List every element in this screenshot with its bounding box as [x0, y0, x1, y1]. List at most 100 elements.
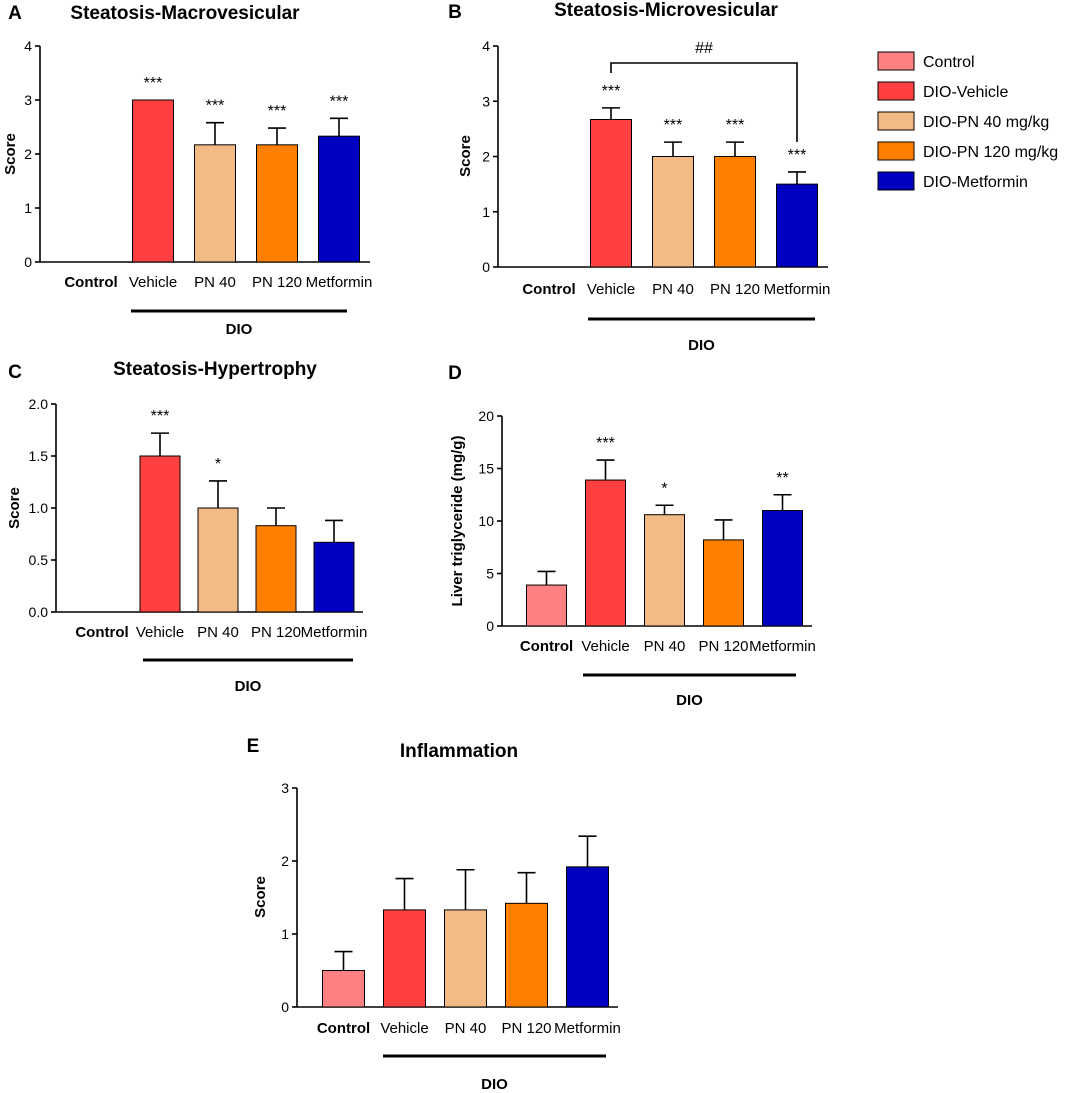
panel-b-y-tick-label: 3 [482, 93, 490, 109]
legend-label-dio-pn-120-mg-kg: DIO-PN 120 mg/kg [923, 144, 1058, 161]
panel-a-bar-vehicle [132, 99, 174, 263]
panel-b-category-label-metformin: Metformin [764, 281, 831, 298]
panel-a-bar-metformin [318, 135, 360, 263]
panel-d-bar-metformin [762, 510, 803, 627]
panel-d-y-tick-label: 10 [478, 513, 494, 529]
panel-e-y-tick-label: 2 [281, 853, 289, 869]
panel-c-y-tick-label: 0.5 [29, 552, 49, 568]
panel-e-category-label-metformin: Metformin [554, 1020, 621, 1037]
panel-c-letter: C [8, 362, 22, 383]
panel-c: C Steatosis-Hypertrophy Score 0.0 0.5 1.0 1.5 2… [6, 359, 367, 695]
panel-c-category-label-pn-40: PN 40 [197, 624, 239, 641]
panel-d-group-label: DIO [676, 692, 703, 709]
panel-e-category-label-pn-120: PN 120 [501, 1020, 551, 1037]
panel-a-significance-pn-120: *** [268, 103, 287, 120]
panel-b-category-label-pn-40: PN 40 [652, 281, 694, 298]
panel-b-category-label-vehicle: Vehicle [587, 281, 635, 298]
legend-swatch-dio-pn-40-mg-kg [877, 111, 915, 131]
legend-swatch-dio-metformin [877, 171, 915, 191]
panel-e-y-tick-label: 3 [281, 780, 289, 796]
panel-e-y-axis-label: Score [252, 876, 269, 918]
panel-a-bar-pn-40 [194, 144, 236, 263]
panel-b-bar-pn-40 [652, 156, 694, 268]
panel-a-bar-pn-120 [256, 144, 298, 263]
legend-label-control: Control [923, 54, 975, 71]
panel-c-bar-pn-40 [197, 507, 239, 613]
panel-a-title: Steatosis-Macrovesicular [70, 3, 300, 24]
legend-swatch-control [877, 51, 915, 71]
panel-e-letter: E [247, 736, 260, 757]
panel-a-y-tick-label: 0 [24, 254, 32, 270]
panel-e-bar-control [322, 970, 365, 1008]
panel-a-y-tick-label: 2 [24, 146, 32, 162]
panel-e-group-label: DIO [481, 1076, 508, 1093]
panel-a-category-label-pn-120: PN 120 [252, 274, 302, 291]
panel-b-y-tick-label: 2 [482, 149, 490, 165]
panel-a-category-label-metformin: Metformin [306, 274, 373, 291]
panel-e-bar-vehicle [383, 909, 426, 1008]
panel-c-bar-metformin [313, 541, 355, 613]
panel-a-group-label: DIO [226, 321, 253, 338]
panel-c-category-label-metformin: Metformin [301, 624, 368, 641]
panel-c-y-tick-label: 1.0 [29, 500, 49, 516]
panel-c-y-tick-label: 2.0 [29, 396, 49, 412]
panel-a-letter: A [8, 3, 22, 24]
panel-d-bar-control [526, 584, 567, 627]
panel-a: A Steatosis-Macrovesicular Score 0 1 2 3 4 Contr… [2, 3, 372, 338]
panel-a-category-label-pn-40: PN 40 [194, 274, 236, 291]
panel-e-bar-metformin [566, 866, 609, 1008]
panel-a-y-axis-label: Score [2, 133, 19, 175]
panel-a-y-tick-label: 3 [24, 92, 32, 108]
panel-e-bar-pn-40 [444, 909, 487, 1008]
panel-d-significance-vehicle: *** [596, 435, 615, 452]
panel-b-bar-vehicle [590, 118, 632, 268]
panel-b-letter: B [448, 2, 462, 23]
panel-e: E Inflammation Score 0 1 2 3 Control Vehicle PN 4… [247, 736, 621, 1093]
panel-e-category-label-pn-40: PN 40 [445, 1020, 487, 1037]
legend-label-dio-pn-40-mg-kg: DIO-PN 40 mg/kg [923, 114, 1049, 131]
panel-c-y-tick-label: 1.5 [29, 448, 49, 464]
panel-b-significance-pn-120: *** [726, 117, 745, 134]
panel-d-category-label-vehicle: Vehicle [581, 638, 629, 655]
panel-d-y-tick-label: 0 [486, 618, 494, 634]
panel-d-y-tick-label: 15 [478, 461, 494, 477]
panel-a-significance-pn-40: *** [206, 98, 225, 115]
panel-e-category-label-vehicle: Vehicle [380, 1020, 428, 1037]
panel-e-bar-pn-120 [505, 902, 548, 1008]
panel-d-y-tick-label: 20 [478, 408, 494, 424]
panel-c-title: Steatosis-Hypertrophy [113, 359, 317, 380]
panel-b-significance-pn-40: *** [664, 117, 683, 134]
panel-a-significance-vehicle: *** [144, 75, 163, 92]
panel-a-y-tick-label: 1 [24, 200, 32, 216]
panel-b-bracket-label: ## [695, 40, 713, 57]
panel-d-bar-pn-40 [644, 514, 685, 627]
panel-a-category-label-vehicle: Vehicle [129, 274, 177, 291]
legend-label-dio-metformin: DIO-Metformin [923, 174, 1028, 191]
panel-b-bar-metformin [776, 183, 818, 268]
panel-d-category-label-metformin: Metformin [749, 638, 816, 655]
panel-b-y-tick-label: 1 [482, 204, 490, 220]
panel-d-letter: D [448, 363, 462, 384]
panel-c-group-label: DIO [235, 678, 262, 695]
panel-b-y-axis-label: Score [457, 135, 474, 177]
panel-e-category-label-control: Control [317, 1020, 370, 1037]
panel-c-y-tick-label: 0.0 [29, 604, 49, 620]
panel-d-category-label-pn-40: PN 40 [644, 638, 686, 655]
panel-e-y-tick-label: 0 [281, 999, 289, 1015]
panel-d-category-label-control: Control [520, 638, 573, 655]
panel-b-significance-vehicle: *** [602, 83, 621, 100]
panel-b-category-label-control: Control [522, 281, 575, 298]
panel-e-title: Inflammation [400, 741, 518, 762]
panel-d: D Liver triglyceride (mg/g) 0 5 10 15 20 Contro… [448, 363, 816, 709]
panel-c-category-label-pn-120: PN 120 [251, 624, 301, 641]
panel-b: B Steatosis-Microvesicular Score 0 1 2 3 4 Contr… [448, 0, 830, 354]
legend: Control DIO-Vehicle DIO-PN 40 mg/kg DIO-PN … [877, 51, 1058, 191]
panel-a-y-tick-label: 4 [24, 38, 32, 54]
panel-c-significance-pn-40: * [215, 456, 221, 473]
panel-e-y-tick-label: 1 [281, 926, 289, 942]
panel-a-significance-metformin: *** [330, 93, 349, 110]
panel-b-comparison-bracket [610, 62, 798, 142]
panel-b-significance-metformin: *** [788, 147, 807, 164]
panel-d-significance-metformin: ** [776, 470, 788, 487]
